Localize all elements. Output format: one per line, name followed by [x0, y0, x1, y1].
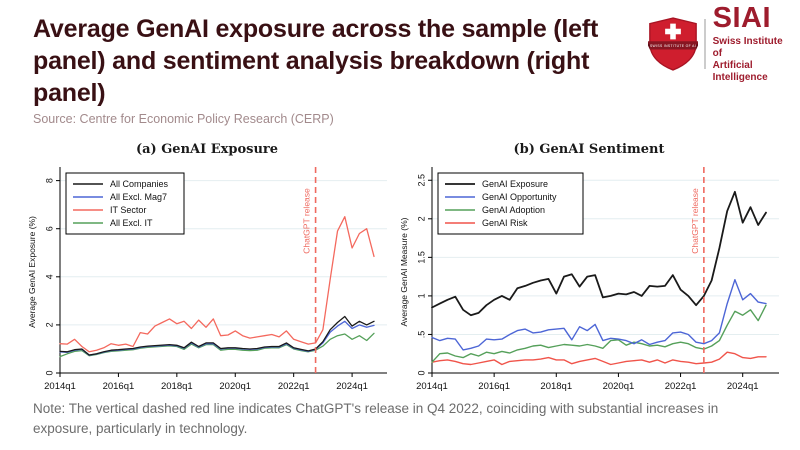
svg-text:Average GenAI Exposure (%): Average GenAI Exposure (%) — [27, 216, 37, 328]
svg-text:2016q1: 2016q1 — [103, 381, 135, 392]
svg-text:IT Sector: IT Sector — [110, 205, 146, 215]
svg-text:0: 0 — [44, 370, 54, 375]
exposure-chart: 0 2 4 6 8 2014q1 2016q1 2018q1 2020q1 2022q1 2024q… — [27, 167, 387, 392]
svg-text:.5: .5 — [416, 331, 426, 339]
svg-text:2018q1: 2018q1 — [161, 381, 193, 392]
svg-text:6: 6 — [44, 226, 54, 231]
svg-text:4: 4 — [44, 274, 54, 279]
svg-text:2: 2 — [416, 216, 426, 221]
svg-text:2018q1: 2018q1 — [540, 381, 572, 392]
svg-text:2014q1: 2014q1 — [416, 381, 448, 392]
svg-text:8: 8 — [44, 178, 54, 183]
svg-text:2020q1: 2020q1 — [219, 381, 251, 392]
svg-text:GenAI Risk: GenAI Risk — [482, 218, 528, 228]
svg-text:2: 2 — [44, 322, 54, 327]
sentiment-chart: 0 .5 1 1.5 2 2.5 2014q1 2016q1 2018q1 2020q1 2022q… — [399, 167, 779, 392]
svg-text:GenAI Opportunity: GenAI Opportunity — [482, 192, 557, 202]
svg-text:2022q1: 2022q1 — [665, 381, 697, 392]
svg-text:0: 0 — [416, 370, 426, 375]
svg-text:Average GenAI Measure (%): Average GenAI Measure (%) — [399, 217, 409, 326]
exposure-chart-title: (a) GenAI Exposure — [135, 142, 279, 157]
swiss-shield-icon: SWISS INSTITUTE OF AI — [648, 17, 698, 71]
svg-text:ChatGPT release: ChatGPT release — [302, 188, 312, 254]
logo-name-line2: Artificial Intelligence — [712, 60, 768, 83]
svg-text:ChatGPT release: ChatGPT release — [690, 188, 700, 254]
svg-text:2024q1: 2024q1 — [727, 381, 759, 392]
svg-text:2014q1: 2014q1 — [44, 381, 76, 392]
svg-text:1.5: 1.5 — [416, 251, 426, 264]
exposure-chart-panel: (a) GenAI Exposure 0 2 4 6 8 2014q1 2016q1 2018… — [26, 142, 388, 403]
svg-text:All Excl. IT: All Excl. IT — [110, 218, 153, 228]
svg-text:GenAI Exposure: GenAI Exposure — [482, 179, 548, 189]
svg-text:1: 1 — [416, 293, 426, 298]
sentiment-chart-panel: (b) GenAI Sentiment 0 .5 1 1.5 2 2.5 2014q1 201… — [398, 142, 780, 403]
svg-text:2022q1: 2022q1 — [278, 381, 310, 392]
svg-text:All Excl. Mag7: All Excl. Mag7 — [110, 192, 167, 202]
svg-text:2024q1: 2024q1 — [336, 381, 368, 392]
siai-logo: SWISS INSTITUTE OF AI SIAI Swiss Institu… — [648, 4, 793, 83]
logo-divider — [704, 19, 706, 69]
logo-name-line1: Swiss Institute of — [712, 36, 783, 60]
page-title: Average GenAI exposure across the sample… — [33, 15, 599, 107]
logo-name: Swiss Institute of Artificial Intelligen… — [713, 36, 793, 83]
shield-banner-text: SWISS INSTITUTE OF AI — [650, 44, 696, 48]
svg-text:GenAI Adoption: GenAI Adoption — [482, 205, 545, 215]
sentiment-chart-title: (b) GenAI Sentiment — [513, 142, 665, 157]
svg-text:All Companies: All Companies — [110, 179, 169, 189]
svg-text:2016q1: 2016q1 — [478, 381, 510, 392]
note-text: Note: The vertical dashed red line indic… — [33, 401, 719, 437]
svg-text:2.5: 2.5 — [416, 174, 426, 187]
logo-acronym: SIAI — [712, 2, 772, 35]
source-text: Source: Centre for Economic Policy Resea… — [33, 112, 334, 126]
svg-text:2020q1: 2020q1 — [603, 381, 635, 392]
